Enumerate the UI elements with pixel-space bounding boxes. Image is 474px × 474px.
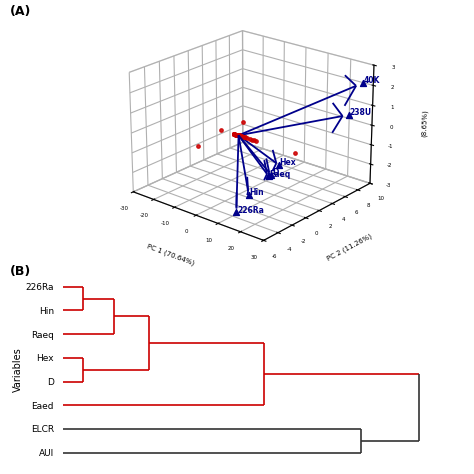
Y-axis label: Variables: Variables [13, 347, 23, 392]
Text: (A): (A) [9, 5, 31, 18]
Y-axis label: PC 2 (11.26%): PC 2 (11.26%) [326, 233, 373, 262]
Text: (B): (B) [9, 265, 31, 278]
X-axis label: PC 1 (70.64%): PC 1 (70.64%) [146, 243, 195, 266]
